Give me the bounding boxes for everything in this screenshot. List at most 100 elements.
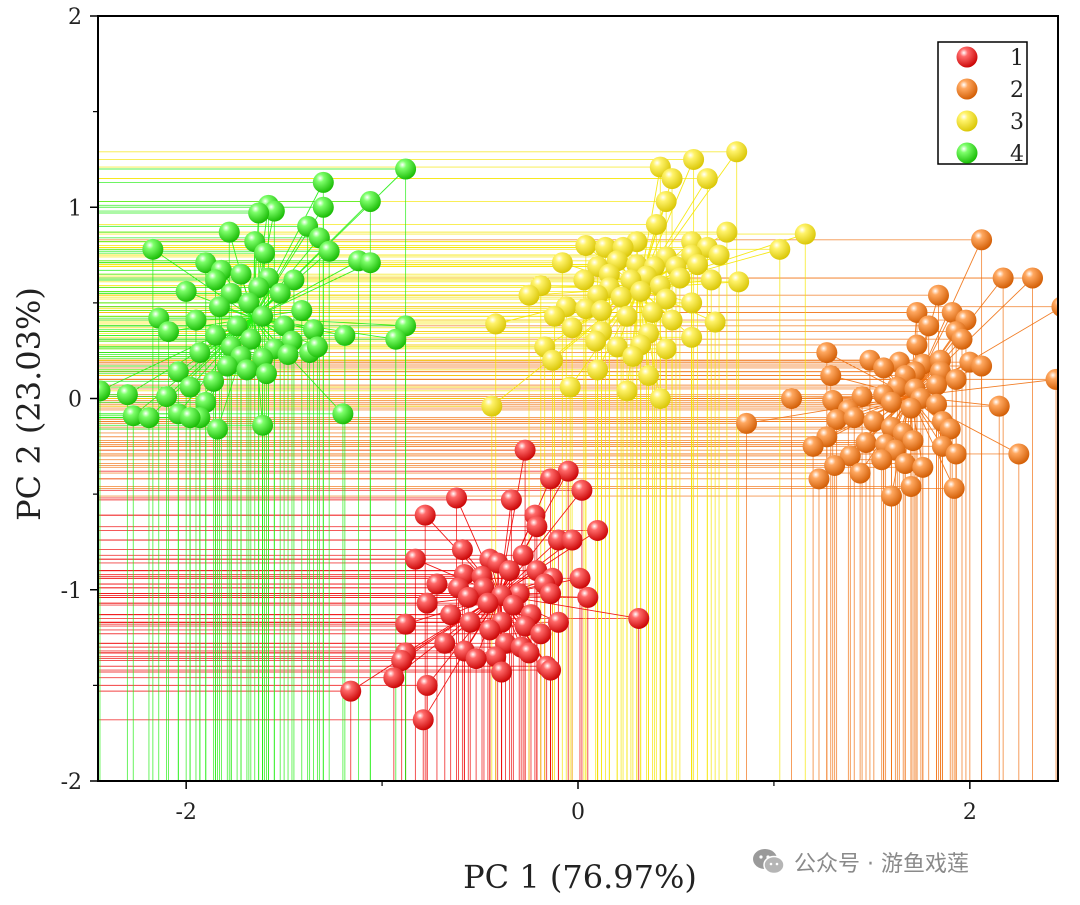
centroid-line bbox=[350, 594, 500, 692]
centroid-line bbox=[597, 287, 640, 371]
point-series-1 bbox=[502, 594, 524, 616]
point-series-4 bbox=[236, 359, 258, 381]
point-series-4 bbox=[179, 407, 201, 429]
point-series-2 bbox=[822, 389, 844, 411]
centroid-line bbox=[253, 262, 371, 319]
point-series-3 bbox=[518, 284, 540, 306]
point-series-4 bbox=[248, 277, 270, 299]
point-series-3 bbox=[696, 168, 718, 190]
point-series-3 bbox=[622, 345, 644, 367]
point-series-2 bbox=[926, 393, 948, 415]
x-tick-label: 0 bbox=[571, 800, 585, 825]
point-series-2 bbox=[894, 453, 916, 475]
point-series-1 bbox=[557, 460, 579, 482]
point-series-3 bbox=[481, 395, 503, 417]
point-series-4 bbox=[216, 355, 238, 377]
point-series-1 bbox=[587, 519, 609, 541]
point-series-1 bbox=[569, 567, 591, 589]
point-series-2 bbox=[1008, 443, 1030, 465]
point-series-3 bbox=[669, 267, 691, 289]
point-series-2 bbox=[906, 334, 928, 356]
legend-marker-1 bbox=[956, 46, 978, 68]
point-series-1 bbox=[540, 468, 562, 490]
point-series-2 bbox=[900, 397, 922, 419]
legend-label-2: 2 bbox=[1010, 78, 1024, 103]
point-series-4 bbox=[195, 252, 217, 274]
centroid-line bbox=[252, 226, 309, 319]
centroid-line bbox=[253, 317, 344, 415]
point-series-3 bbox=[616, 380, 638, 402]
point-series-3 bbox=[485, 313, 507, 335]
point-series-4 bbox=[203, 370, 225, 392]
point-series-4 bbox=[179, 376, 201, 398]
point-series-3 bbox=[606, 336, 628, 358]
point-series-3 bbox=[587, 359, 609, 381]
legend-label-4: 4 bbox=[1010, 142, 1024, 167]
point-series-2 bbox=[912, 456, 934, 478]
point-series-1 bbox=[540, 659, 562, 681]
point-series-3 bbox=[561, 317, 583, 339]
point-series-4 bbox=[312, 196, 334, 218]
x-axis-label: PC 1 (76.97%) bbox=[463, 858, 697, 896]
point-series-1 bbox=[465, 648, 487, 670]
point-series-4 bbox=[263, 200, 285, 222]
point-series-2 bbox=[873, 357, 895, 379]
legend-label-3: 3 bbox=[1010, 110, 1024, 135]
point-series-4 bbox=[189, 342, 211, 364]
centroid-line bbox=[498, 499, 512, 596]
point-series-2 bbox=[902, 430, 924, 452]
point-series-4 bbox=[240, 328, 262, 350]
point-series-2 bbox=[880, 485, 902, 507]
point-series-4 bbox=[269, 282, 291, 304]
point-series-1 bbox=[383, 667, 405, 689]
point-series-2 bbox=[971, 229, 993, 251]
point-series-2 bbox=[992, 267, 1014, 289]
wechat-icon bbox=[753, 849, 785, 875]
point-series-4 bbox=[116, 384, 138, 406]
legend-marker-3 bbox=[956, 110, 978, 132]
point-series-3 bbox=[728, 271, 750, 293]
point-series-4 bbox=[218, 221, 240, 243]
centroid-line bbox=[253, 260, 359, 319]
point-series-4 bbox=[98, 380, 111, 402]
point-series-4 bbox=[334, 324, 356, 346]
point-series-3 bbox=[661, 309, 683, 331]
point-series-3 bbox=[559, 376, 581, 398]
point-series-4 bbox=[277, 344, 299, 366]
point-series-1 bbox=[459, 611, 481, 633]
point-series-2 bbox=[1051, 296, 1058, 317]
point-series-3 bbox=[655, 191, 677, 213]
point-series-1 bbox=[514, 615, 536, 637]
point-series-2 bbox=[939, 418, 961, 440]
point-series-4 bbox=[254, 242, 276, 264]
point-series-2 bbox=[871, 449, 893, 471]
point-series-3 bbox=[630, 280, 652, 302]
centroid-line bbox=[638, 287, 716, 323]
point-series-4 bbox=[248, 202, 270, 224]
legend-label-1: 1 bbox=[1010, 46, 1024, 71]
centroid-line bbox=[456, 497, 500, 596]
point-series-1 bbox=[434, 632, 456, 654]
point-series-2 bbox=[926, 374, 948, 396]
point-series-1 bbox=[628, 607, 650, 629]
point-series-4 bbox=[303, 319, 325, 341]
point-series-1 bbox=[404, 548, 426, 570]
point-series-3 bbox=[575, 298, 597, 320]
point-series-1 bbox=[526, 516, 548, 538]
point-series-3 bbox=[769, 238, 791, 260]
point-series-1 bbox=[440, 604, 462, 626]
point-series-1 bbox=[395, 613, 417, 635]
watermark-text: 公众号 · 游鱼戏莲 bbox=[794, 852, 969, 877]
point-series-4 bbox=[158, 321, 180, 343]
point-series-1 bbox=[547, 611, 569, 633]
point-series-2 bbox=[943, 477, 965, 499]
point-series-1 bbox=[416, 674, 438, 696]
point-series-1 bbox=[412, 709, 434, 731]
point-series-2 bbox=[816, 342, 838, 364]
point-series-4 bbox=[238, 292, 260, 314]
axes: -2 0 2 2 1 0 -1 -2 bbox=[61, 5, 977, 825]
point-series-3 bbox=[573, 269, 595, 291]
point-series-4 bbox=[207, 418, 229, 440]
point-series-1 bbox=[426, 573, 448, 595]
